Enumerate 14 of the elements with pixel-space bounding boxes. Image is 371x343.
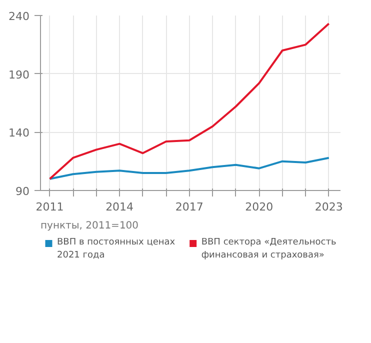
y-tick-label: 190 [8, 68, 30, 82]
text: пункты, 2011=100 [40, 220, 139, 232]
x-tick-label: 2014 [106, 200, 134, 214]
y-tick-label: 240 [8, 10, 30, 23]
x-tick-label: 2017 [175, 200, 204, 214]
x-tick-label: 2023 [314, 200, 343, 214]
y-tick-label: 140 [8, 126, 30, 140]
x-tick-label: 2020 [245, 200, 274, 214]
line-series [48, 156, 330, 180]
legend-label: ВВП сектора «Деятельность финансовая и страховая» [201, 238, 336, 260]
x-tick-label: 2011 [36, 200, 64, 214]
y-tick-label: 90 [16, 185, 30, 198]
legend-label: ВВП в постоянных ценах 2021 года [56, 238, 176, 260]
line-series [48, 22, 330, 180]
